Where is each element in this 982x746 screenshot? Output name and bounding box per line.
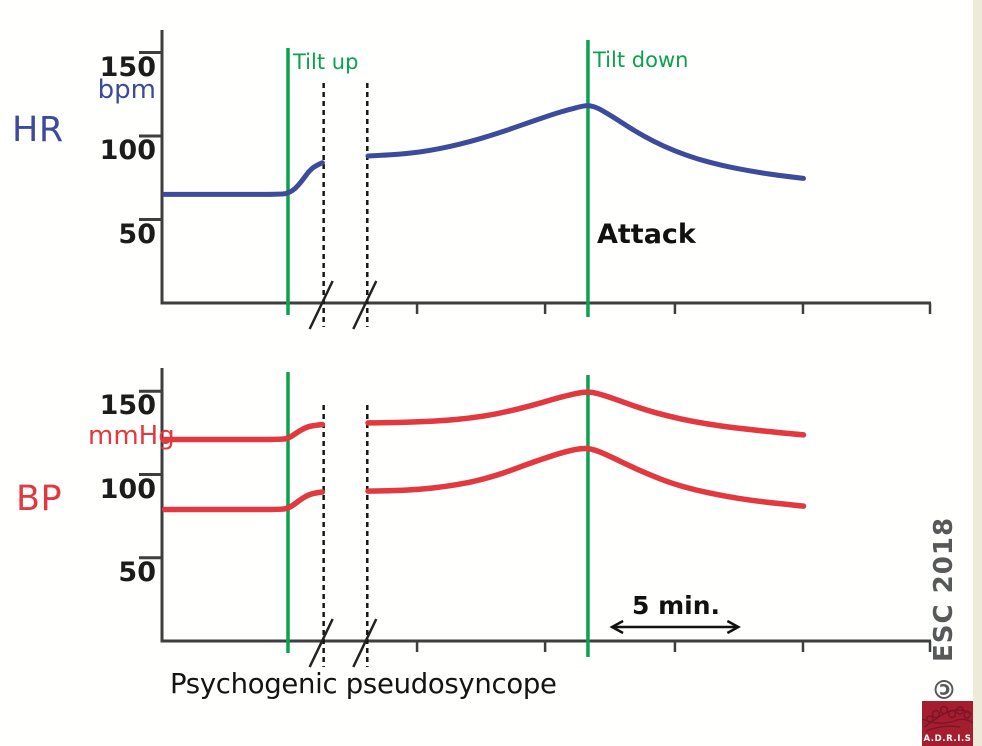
y-tick-label: 50 — [118, 218, 156, 250]
scale-bar-right-arrowhead — [726, 619, 741, 635]
y-tick-label: 100 — [99, 135, 156, 166]
adris-logo-branches — [921, 705, 974, 732]
y-tick-label: 150 — [99, 51, 156, 83]
axes-group — [139, 30, 932, 652]
tilt-up-label: Tilt up — [293, 50, 359, 74]
hr-axis-unit: bpm — [97, 75, 156, 105]
adris-logo: A.D.R.I.S — [921, 701, 974, 746]
axis-break-slash — [308, 618, 334, 668]
y-tick-label: 50 — [118, 556, 156, 588]
curves-group — [161, 103, 807, 513]
esc-copyright: © ESC 2018 — [929, 516, 959, 703]
heart-rate-curve — [365, 103, 806, 181]
scale-bar-left-arrowhead — [609, 619, 624, 635]
adris-logo-text: A.D.R.I.S — [923, 734, 972, 744]
y-tick-label: 150 — [99, 390, 156, 422]
heart-rate-curve — [162, 160, 325, 197]
axis-break-slash — [308, 280, 334, 330]
systolic-bp-curve — [161, 421, 326, 443]
page-edge-strip — [973, 0, 982, 746]
diastolic-bp-curve — [161, 489, 326, 513]
scale-bar-label: 5 min. — [631, 591, 720, 620]
bp-panel-label: BP — [16, 479, 63, 519]
systolic-bp-curve — [365, 389, 807, 438]
tilt-down-label: Tilt down — [593, 48, 689, 72]
hr-panel-label: HR — [12, 110, 64, 150]
y-tick-label: 100 — [99, 473, 156, 505]
axis-break-slash — [352, 280, 378, 330]
axis-break-slash — [352, 618, 378, 668]
diastolic-bp-curve — [365, 445, 807, 509]
figure-caption: Psychogenic pseudosyncope — [170, 668, 557, 700]
bp-axis-unit: mmHg — [88, 421, 175, 451]
attack-annotation: Attack — [597, 219, 696, 250]
event-lines-group — [286, 40, 741, 668]
